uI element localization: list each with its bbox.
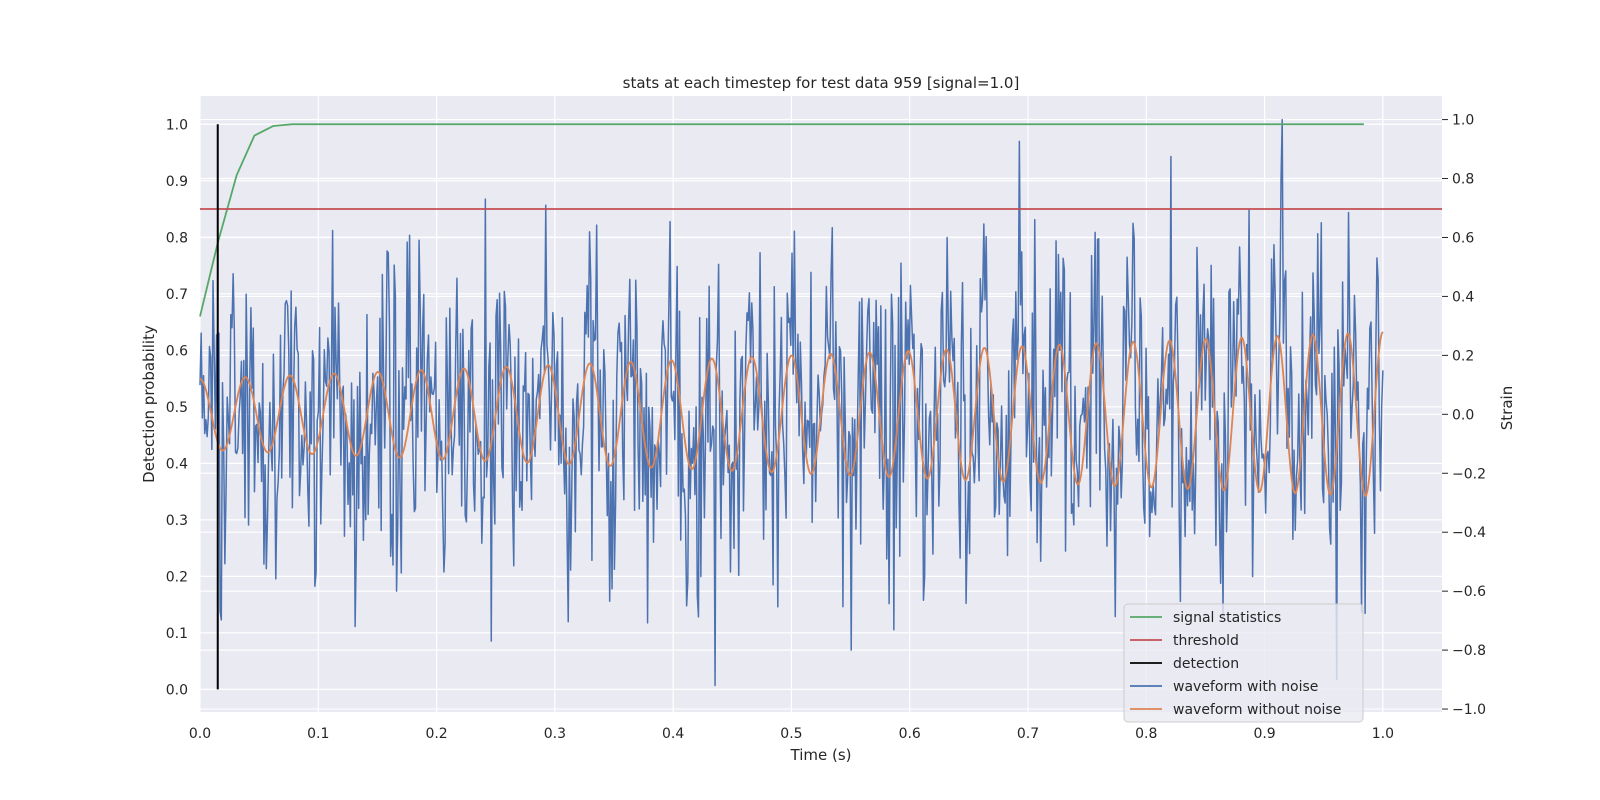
x-tick-label: 0.9 [1253,726,1275,742]
y2-tick-label: 0.0 [1452,407,1474,423]
legend-label-waveform-with-noise: waveform with noise [1173,679,1318,695]
y2-tick-label: 1.0 [1452,113,1474,129]
legend-box [1123,603,1364,723]
legend: signal statistics threshold detection wa… [1123,603,1364,723]
y2-tick-label: −0.8 [1452,643,1486,659]
y-tick-label: 0.7 [166,287,188,303]
x-tick-label: 0.1 [307,726,329,742]
x-axis-label: Time (s) [790,746,852,764]
series-waveform-with-noise [199,118,1384,687]
series-signal-statistics [199,123,1364,317]
x-tick-label: 0.0 [189,726,211,742]
y2-tick-label: 0.8 [1452,172,1474,188]
x-tick-label: 0.2 [425,726,447,742]
chart-title: stats at each timestep for test data 959… [623,74,1020,92]
y2-tick-label: 0.2 [1452,348,1474,364]
x-tick-label: 0.3 [544,726,566,742]
y-tick-label: 0.9 [166,174,188,190]
y2-axis-label: Strain [1498,386,1516,430]
y2-tick-label: 0.6 [1452,230,1474,246]
y-tick-label: 0.0 [166,682,188,698]
y-tick-label: 0.5 [166,400,188,416]
x-tick-label: 0.5 [780,726,802,742]
legend-label-waveform-without-noise: waveform without noise [1173,702,1341,718]
x-tick-label: 0.7 [1017,726,1039,742]
x-tick-label: 0.8 [1135,726,1157,742]
y2-tick-label: −0.2 [1452,466,1486,482]
y2-tick-label: −0.4 [1452,525,1486,541]
legend-label-signal-statistics: signal statistics [1173,610,1281,626]
y-axis-label: Detection probability [140,325,158,483]
y2-tick-label: −1.0 [1452,702,1486,718]
y-tick-label: 0.3 [166,513,188,529]
legend-label-detection: detection [1173,656,1239,672]
legend-label-threshold: threshold [1173,633,1239,649]
series-waveform-without-noise [199,331,1384,497]
series-layer [199,118,1442,690]
y2-tick-label: −0.6 [1452,584,1486,600]
y-tick-label: 0.4 [166,456,188,472]
tick-labels: 0.0 0.1 0.2 0.3 0.4 0.5 0.6 0.7 0.8 0.9 1.0 0.0 0.1 0… [166,113,1486,742]
x-tick-label: 1.0 [1372,726,1394,742]
x-tick-label: 0.6 [899,726,921,742]
x-tick-label: 0.4 [662,726,684,742]
y-tick-label: 0.1 [166,626,188,642]
y2-tick-label: 0.4 [1452,289,1474,305]
y-tick-label: 0.6 [166,343,188,359]
y-tick-label: 0.2 [166,569,188,585]
y-tick-label: 1.0 [166,117,188,133]
y-tick-label: 0.8 [166,230,188,246]
